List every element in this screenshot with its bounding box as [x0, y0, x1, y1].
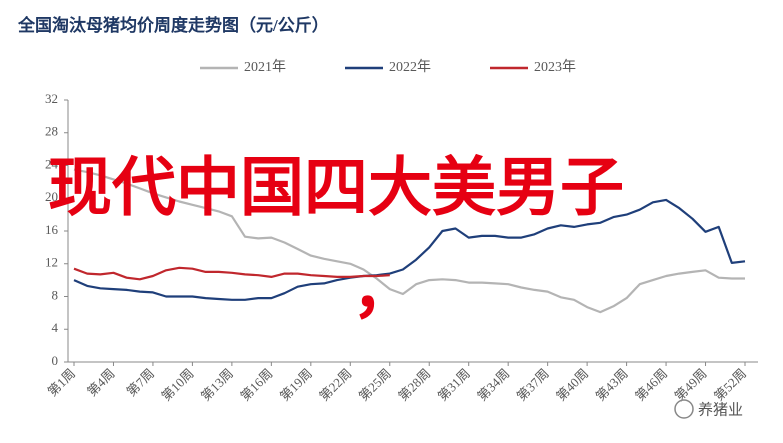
x-tick-label: 第28周 [395, 366, 433, 404]
watermark-icon [674, 399, 694, 419]
x-tick-label: 第43周 [593, 366, 631, 404]
legend-label: 2021年 [244, 59, 286, 75]
x-tick-label: 第4周 [84, 366, 118, 400]
series-line [73, 198, 746, 301]
x-tick-label: 第40周 [553, 366, 591, 404]
x-tick-label: 第16周 [237, 366, 275, 404]
x-tick-label: 第22周 [316, 366, 354, 404]
overlay-punct: ， [352, 254, 416, 328]
y-tick-label: 8 [52, 287, 59, 302]
plot: 0 4 8 12 16 20 24 28 32 第1周 第4周 第7周 第10周 第13周 第16周 第19周… [45, 59, 750, 404]
x-tick-label: 第1周 [45, 366, 79, 400]
x-tick-label: 第34周 [474, 366, 512, 404]
y-tick-label: 20 [45, 189, 58, 204]
y-tick-label: 24 [45, 156, 59, 171]
x-tick-label: 第13周 [198, 366, 236, 404]
x-tick-label: 第46周 [632, 366, 670, 404]
x-tick-label: 第7周 [124, 366, 158, 400]
y-tick-label: 28 [45, 124, 58, 139]
x-tick-label: 第10周 [158, 366, 196, 404]
y-tick-label: 16 [45, 222, 59, 237]
legend-label: 2022年 [389, 59, 431, 75]
y-tick-label: 4 [52, 320, 59, 335]
watermark: 养猪业 [698, 401, 743, 419]
x-tick-label: 第19周 [277, 366, 315, 404]
x-tick-label: 第49周 [672, 366, 710, 404]
x-tick-label: 第31周 [435, 366, 473, 404]
x-tick-label: 第37周 [514, 366, 552, 404]
y-tick-label: 0 [52, 353, 59, 368]
y-tick-label: 32 [45, 91, 58, 106]
x-tick-label: 第52周 [711, 366, 749, 404]
overlay-text: 现代中国四大美男子 [48, 152, 624, 226]
legend-label: 2023年 [534, 59, 576, 75]
series-line [73, 266, 390, 281]
y-tick-label: 12 [45, 255, 58, 270]
series-line [73, 168, 745, 314]
x-tick-label: 第25周 [356, 366, 394, 404]
chart-title: 全国淘汰母猪均价周度走势图（元/公斤） [17, 15, 329, 35]
